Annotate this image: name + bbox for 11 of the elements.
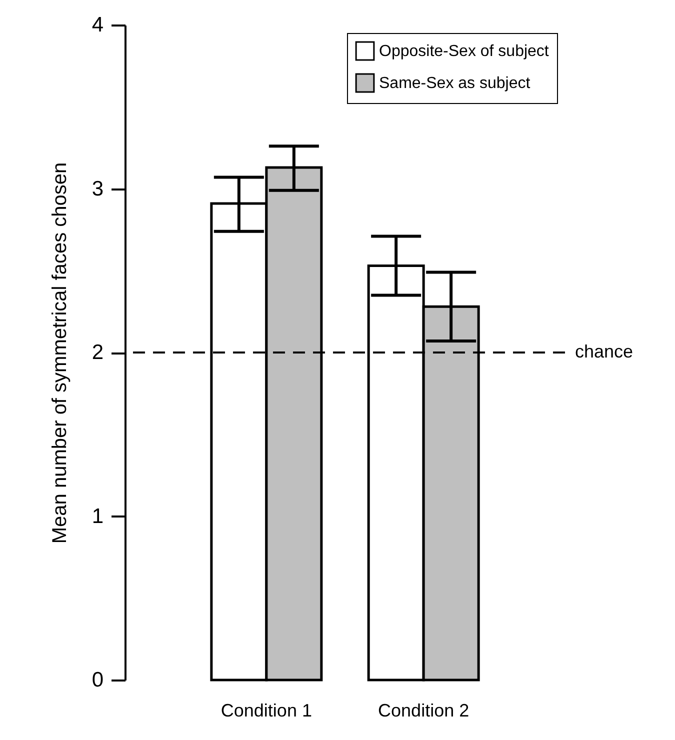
x-tick-label: Condition 2	[378, 700, 470, 720]
y-tick-label: 2	[92, 341, 104, 364]
y-tick-label: 3	[92, 177, 104, 200]
y-tick-label: 0	[92, 668, 104, 692]
y-tick-label: 4	[92, 14, 104, 36]
x-tick-label: Condition 1	[220, 700, 312, 720]
y-axis-title: Mean number of symmetrical faces chosen	[48, 162, 71, 544]
legend-label: Opposite-Sex of subject	[379, 43, 550, 60]
y-tick-label: 1	[92, 504, 104, 528]
legend-label: Same-Sex as subject	[379, 75, 531, 92]
ref-line-label: chance	[575, 342, 634, 362]
